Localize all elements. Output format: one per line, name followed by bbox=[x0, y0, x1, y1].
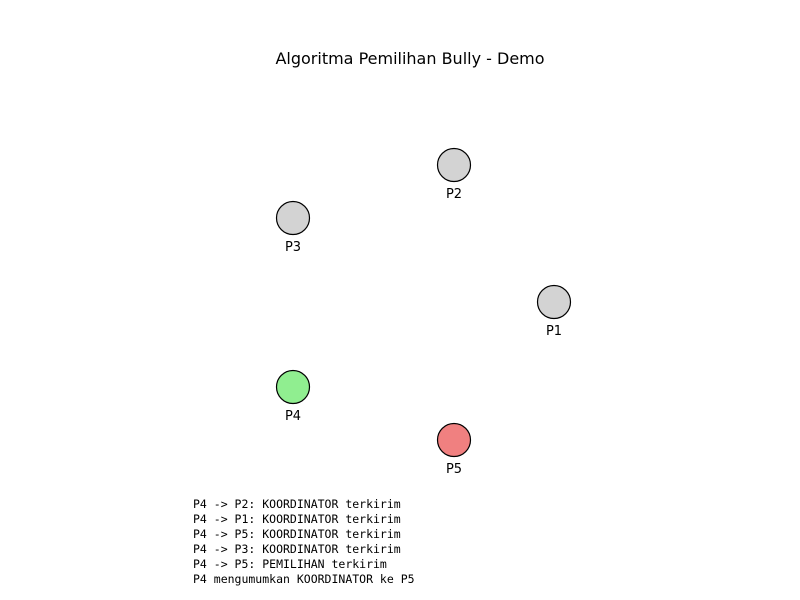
log-line: P4 -> P1: KOORDINATOR terkirim bbox=[193, 512, 401, 526]
process-node bbox=[436, 422, 472, 458]
node-label: P3 bbox=[285, 240, 301, 255]
node-label: P1 bbox=[546, 324, 562, 339]
log-line: P4 -> P5: PEMILIHAN terkirim bbox=[193, 557, 387, 571]
log-line: P4 -> P5: KOORDINATOR terkirim bbox=[193, 527, 401, 541]
process-node bbox=[275, 369, 311, 405]
title: Algoritma Pemilihan Bully - Demo bbox=[275, 49, 544, 68]
log-line: P4 mengumumkan KOORDINATOR ke P5 bbox=[193, 572, 415, 586]
process-node bbox=[536, 284, 572, 320]
node-label: P5 bbox=[446, 462, 462, 477]
node-label: P2 bbox=[446, 187, 462, 202]
log-line: P4 -> P2: KOORDINATOR terkirim bbox=[193, 497, 401, 511]
process-node bbox=[275, 200, 311, 236]
log-line: P4 -> P3: KOORDINATOR terkirim bbox=[193, 542, 401, 556]
node-label: P4 bbox=[285, 409, 301, 424]
process-node bbox=[436, 147, 472, 183]
